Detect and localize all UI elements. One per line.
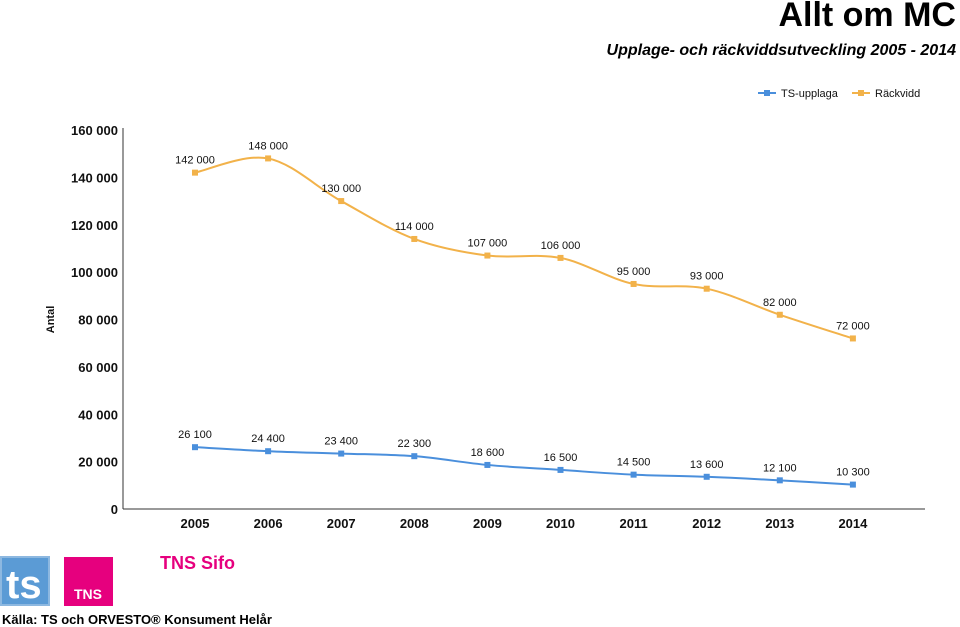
tns-logo-text: TNS	[74, 586, 102, 602]
legend-label-ts-upplaga: TS-upplaga	[781, 88, 839, 100]
tns-logo: TNS	[64, 557, 113, 606]
y-tick-label: 20 000	[78, 455, 118, 470]
data-label-r-ckvidd: 82 000	[763, 297, 797, 309]
data-label-ts-upplaga: 10 300	[836, 467, 870, 479]
data-label-r-ckvidd: 130 000	[321, 183, 361, 195]
y-tick-label: 120 000	[71, 218, 118, 233]
data-point-r-ckvidd	[557, 254, 564, 261]
data-point-r-ckvidd	[338, 198, 345, 205]
tns-sifo-logo: TNS Sifo	[160, 553, 235, 573]
data-point-ts-upplaga	[703, 473, 710, 480]
series-line-ts-upplaga	[194, 446, 853, 486]
data-label-r-ckvidd: 142 000	[175, 155, 215, 167]
y-tick-label: 80 000	[78, 313, 118, 328]
data-label-r-ckvidd: 114 000	[395, 221, 434, 233]
data-point-ts-upplaga	[265, 448, 272, 455]
x-tick-label: 2006	[254, 516, 283, 531]
data-point-ts-upplaga	[776, 477, 783, 484]
data-point-ts-upplaga	[338, 450, 345, 457]
x-tick-label: 2010	[546, 516, 575, 531]
data-point-r-ckvidd	[703, 285, 710, 292]
legend-marker-ts-upplaga	[764, 90, 770, 96]
data-point-ts-upplaga	[411, 453, 418, 460]
data-label-ts-upplaga: 23 400	[324, 436, 358, 448]
x-tick-label: 2008	[400, 516, 429, 531]
data-label-ts-upplaga: 22 300	[397, 438, 431, 450]
data-point-r-ckvidd	[849, 335, 856, 342]
data-label-ts-upplaga: 13 600	[690, 459, 724, 471]
data-label-r-ckvidd: 107 000	[468, 238, 508, 250]
data-label-ts-upplaga: 14 500	[617, 457, 651, 469]
data-point-r-ckvidd	[630, 280, 637, 287]
data-point-ts-upplaga	[849, 481, 856, 488]
data-point-r-ckvidd	[776, 311, 783, 318]
y-tick-label: 0	[111, 502, 118, 517]
y-tick-label: 160 000	[71, 123, 118, 138]
ts-logo: ts	[0, 556, 50, 606]
svg-text:ts: ts	[6, 563, 42, 606]
y-tick-label: 140 000	[71, 170, 118, 185]
y-tick-label: 60 000	[78, 360, 118, 375]
data-label-r-ckvidd: 93 000	[690, 271, 724, 283]
data-point-r-ckvidd	[411, 235, 418, 242]
legend-marker-r-ckvidd	[858, 90, 864, 96]
x-tick-label: 2011	[619, 516, 647, 531]
data-point-r-ckvidd	[484, 252, 491, 259]
page-subtitle: Upplage- och räckviddsutveckling 2005 - …	[606, 42, 956, 59]
x-tick-label: 2012	[692, 516, 721, 531]
x-tick-label: 2005	[181, 516, 210, 531]
data-point-ts-upplaga	[557, 466, 564, 473]
data-label-ts-upplaga: 18 600	[471, 447, 505, 459]
legend-label-r-ckvidd: Räckvidd	[875, 88, 920, 100]
y-tick-label: 40 000	[78, 407, 118, 422]
series-line-r-ckvidd	[194, 156, 854, 340]
data-label-ts-upplaga: 24 400	[251, 433, 285, 445]
data-label-r-ckvidd: 95 000	[617, 266, 651, 278]
x-tick-label: 2007	[327, 516, 356, 531]
data-label-r-ckvidd: 148 000	[248, 140, 288, 152]
line-chart: 0 20 000 40 000 60 000 80 000 100 000 120 000 1…	[45, 88, 925, 531]
x-tick-label: 2013	[765, 516, 794, 531]
data-label-ts-upplaga: 16 500	[544, 452, 578, 464]
data-label-r-ckvidd: 72 000	[836, 320, 870, 332]
data-label-ts-upplaga: 26 100	[178, 429, 212, 441]
source-note: Källa: TS och ORVESTO® Konsument Helår	[2, 612, 272, 627]
data-point-ts-upplaga	[484, 461, 491, 468]
data-label-r-ckvidd: 106 000	[541, 240, 581, 252]
y-axis-label: Antal	[45, 306, 57, 334]
y-tick-label: 100 000	[71, 265, 118, 280]
page-title: Allt om MC	[778, 0, 956, 34]
data-point-r-ckvidd	[265, 155, 272, 162]
x-tick-label: 2009	[473, 516, 502, 531]
data-point-ts-upplaga	[630, 471, 637, 478]
data-label-ts-upplaga: 12 100	[763, 462, 797, 474]
data-point-r-ckvidd	[192, 169, 198, 176]
data-point-ts-upplaga	[192, 444, 198, 451]
x-tick-label: 2014	[838, 516, 868, 531]
